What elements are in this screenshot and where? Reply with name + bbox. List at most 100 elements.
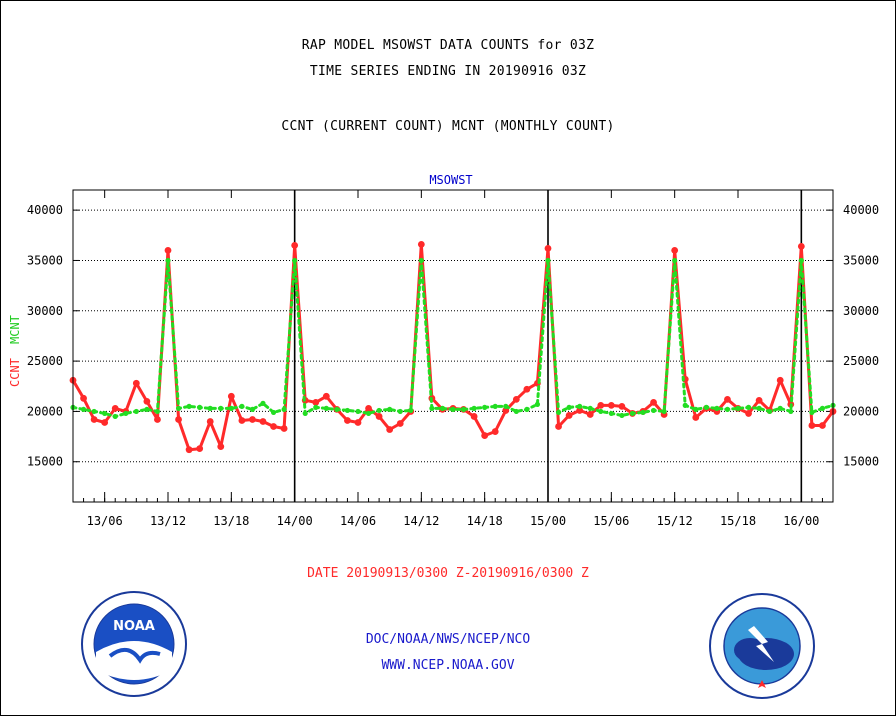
point-mcnt	[228, 405, 234, 411]
point-ccnt	[101, 419, 109, 426]
axis-layer: 15000 15000 20000 20000 25000 25000 30000 30000…	[27, 190, 879, 528]
y-tick-label-left: 30000	[27, 304, 63, 318]
x-tick-label: 13/18	[213, 514, 249, 528]
point-ccnt	[249, 416, 256, 423]
point-mcnt	[513, 408, 519, 415]
point-mcnt	[819, 405, 826, 411]
point-mcnt	[598, 408, 604, 415]
point-ccnt	[523, 385, 531, 393]
x-tick-label: 15/00	[530, 514, 566, 528]
y-tick-label-right: 35000	[843, 253, 879, 267]
point-mcnt	[365, 410, 372, 417]
point-ccnt	[154, 416, 161, 423]
y-tick-label-left: 20000	[27, 404, 63, 418]
point-mcnt	[492, 403, 498, 409]
point-mcnt	[292, 257, 298, 264]
y-tick-label-left: 25000	[27, 354, 63, 368]
point-mcnt	[112, 413, 118, 420]
point-mcnt	[207, 405, 213, 411]
point-ccnt	[227, 392, 235, 400]
point-mcnt	[798, 257, 804, 264]
point-ccnt	[586, 411, 594, 418]
point-ccnt	[797, 242, 805, 250]
point-ccnt	[650, 398, 657, 406]
point-mcnt	[80, 406, 87, 413]
x-tick-label: 15/06	[593, 514, 629, 528]
point-mcnt	[619, 412, 625, 419]
x-tick-label: 14/18	[467, 514, 503, 528]
point-ccnt	[344, 417, 351, 424]
point-ccnt	[491, 428, 499, 435]
point-mcnt	[429, 405, 435, 411]
point-mcnt	[387, 406, 393, 413]
point-ccnt	[565, 412, 573, 419]
point-ccnt	[776, 376, 784, 384]
x-tick-label: 16/00	[783, 514, 819, 528]
x-tick-label: 15/12	[657, 514, 693, 528]
point-ccnt	[322, 392, 330, 400]
point-ccnt	[481, 432, 489, 439]
point-ccnt	[808, 422, 816, 429]
point-ccnt	[692, 414, 700, 421]
y-tick-label-right: 40000	[843, 203, 879, 217]
point-mcnt	[133, 408, 139, 415]
point-mcnt	[91, 408, 97, 415]
point-ccnt	[576, 407, 584, 414]
point-mcnt	[376, 407, 382, 414]
point-ccnt	[217, 443, 225, 451]
point-ccnt	[671, 246, 679, 254]
y-tick-label-right: 30000	[843, 304, 879, 318]
point-ccnt	[164, 246, 172, 254]
point-mcnt	[165, 257, 171, 264]
point-mcnt	[608, 410, 614, 417]
series-line-mcnt	[71, 259, 835, 418]
footer-date-range: DATE 20190913/0300 Z-20190916/0300 Z	[307, 566, 589, 581]
point-ccnt	[365, 405, 372, 412]
point-mcnt	[577, 403, 583, 409]
point-mcnt	[313, 404, 319, 410]
point-mcnt	[334, 406, 340, 413]
point-mcnt	[745, 404, 752, 410]
point-ccnt	[354, 419, 362, 426]
point-mcnt	[756, 405, 762, 411]
footer-url: WWW.NCEP.NOAA.GOV	[381, 658, 515, 673]
point-ccnt	[512, 395, 520, 403]
point-mcnt	[482, 404, 488, 410]
chart-subtitle: CCNT (CURRENT COUNT) MCNT (MONTHLY COUNT…	[281, 119, 615, 134]
chart-title-line2: TIME SERIES ENDING IN 20190916 03Z	[309, 64, 587, 79]
point-ccnt	[819, 422, 826, 429]
point-mcnt	[703, 404, 709, 410]
point-mcnt	[450, 406, 456, 413]
point-mcnt	[629, 410, 636, 417]
point-ccnt	[417, 240, 425, 248]
point-mcnt	[175, 405, 182, 411]
point-mcnt	[260, 400, 266, 406]
point-ccnt	[238, 417, 246, 424]
point-mcnt	[239, 403, 245, 409]
point-mcnt	[218, 405, 224, 411]
point-mcnt	[460, 406, 467, 413]
nws-logo	[709, 593, 815, 699]
point-ccnt	[280, 425, 288, 432]
footer-org: DOC/NOAA/NWS/NCEP/NCO	[365, 632, 531, 647]
point-mcnt	[344, 407, 351, 414]
point-mcnt	[154, 408, 161, 415]
point-mcnt	[397, 408, 403, 415]
y-tick-label-right: 15000	[843, 455, 879, 469]
point-mcnt	[661, 408, 667, 415]
point-mcnt	[714, 405, 720, 411]
point-ccnt	[396, 420, 404, 427]
x-tick-label: 13/06	[87, 514, 123, 528]
point-ccnt	[196, 445, 204, 453]
point-ccnt	[90, 416, 98, 423]
point-mcnt	[693, 406, 699, 413]
point-mcnt	[439, 405, 446, 411]
point-ccnt	[175, 416, 182, 423]
point-mcnt	[408, 407, 414, 414]
point-mcnt	[587, 405, 593, 411]
point-mcnt	[545, 257, 551, 264]
point-mcnt	[102, 410, 108, 417]
point-ccnt	[618, 402, 626, 410]
ylabel-mcnt: MCNT	[8, 315, 22, 344]
point-mcnt	[249, 406, 256, 413]
